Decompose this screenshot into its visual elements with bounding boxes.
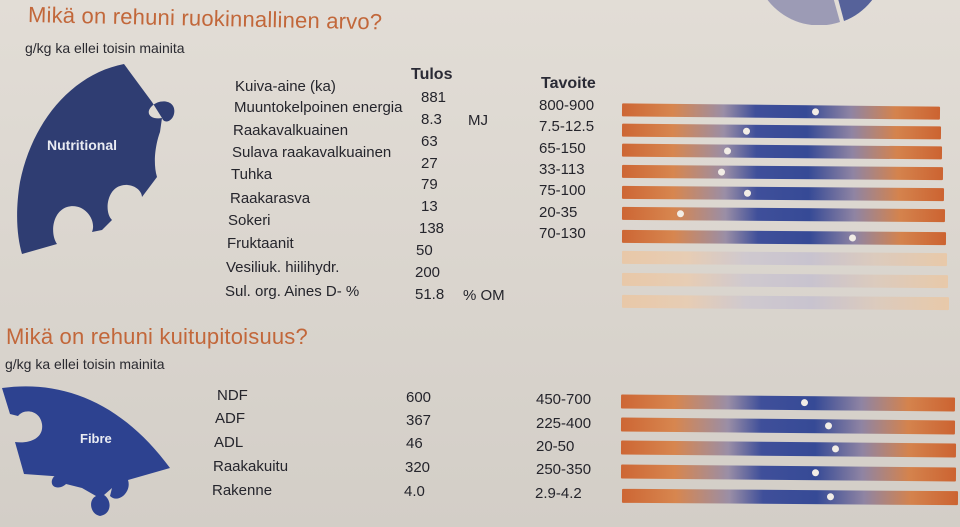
range-bar-adf xyxy=(620,417,956,435)
row-value: 881 xyxy=(421,89,447,106)
range-bar-raakavalkuainen xyxy=(621,143,943,160)
row-name: Tuhka xyxy=(231,166,273,183)
row-target: 2.9-4.2 xyxy=(535,485,582,502)
range-bar-tuhka xyxy=(621,185,945,202)
row-target: 450-700 xyxy=(536,391,592,408)
row-target: 70-130 xyxy=(539,225,586,242)
row-name: ADF xyxy=(215,410,245,427)
row-name: ADL xyxy=(214,434,244,451)
range-bar-fruktaanit xyxy=(621,250,948,267)
value-marker xyxy=(848,234,856,242)
row-value: 600 xyxy=(406,389,432,406)
row-value: 138 xyxy=(419,220,445,237)
range-bar-sulava-raakavalkuainen xyxy=(621,164,944,181)
value-marker xyxy=(811,469,819,477)
row-target: 65-150 xyxy=(539,140,586,157)
row-target: 20-35 xyxy=(539,204,578,221)
row-value: 8.3 xyxy=(421,111,442,128)
value-marker xyxy=(742,127,750,135)
target-column-header: Tavoite xyxy=(541,75,596,92)
value-marker xyxy=(824,422,832,430)
row-value: 79 xyxy=(421,176,438,193)
row-name: Sul. org. Aines D- % xyxy=(225,283,360,300)
row-name: Fruktaanit xyxy=(227,235,294,252)
pie-chart-fragment xyxy=(767,0,873,25)
range-bar-sul-org-aines xyxy=(621,294,950,311)
value-marker xyxy=(744,189,752,197)
row-name: Raakavalkuainen xyxy=(233,122,349,139)
nutritional-puzzle-icon xyxy=(17,64,175,254)
row-value: 46 xyxy=(406,435,423,452)
row-name: Kuiva-aine (ka) xyxy=(235,78,336,95)
range-bar-adl xyxy=(620,440,957,458)
range-bar-raakarasva xyxy=(621,206,946,223)
row-value: 50 xyxy=(416,242,433,259)
row-name: Muuntokelpoinen energia xyxy=(234,99,403,116)
value-marker xyxy=(826,493,834,501)
row-target: 800-900 xyxy=(539,97,595,114)
row-target: 20-50 xyxy=(536,438,575,455)
fibre-puzzle-label: Fibre xyxy=(80,431,112,446)
range-bar-vesiliuk xyxy=(621,272,949,289)
fibre-subtitle: g/kg ka ellei toisin mainita xyxy=(5,356,165,372)
row-value: 320 xyxy=(405,459,431,476)
range-bar-rakenne xyxy=(621,488,959,506)
nutritional-subtitle: g/kg ka ellei toisin mainita xyxy=(25,40,185,56)
nutritional-heading: Mikä on rehuni ruokinnallinen arvo? xyxy=(27,2,383,35)
range-bar-ndf xyxy=(620,394,956,412)
fibre-heading: Mikä on rehuni kuitupitoisuus? xyxy=(6,324,308,349)
row-value: 51.8 xyxy=(415,286,445,303)
row-target: 225-400 xyxy=(536,415,592,432)
value-marker xyxy=(724,147,732,155)
row-name: Rakenne xyxy=(212,482,273,499)
row-value: 63 xyxy=(421,133,438,150)
row-target: 33-113 xyxy=(539,161,585,178)
row-name: Sokeri xyxy=(228,212,271,229)
row-name: NDF xyxy=(217,387,248,404)
range-bar-kuiva-aine xyxy=(621,103,941,120)
row-name: Sulava raakavalkuainen xyxy=(232,144,392,161)
row-unit: % OM xyxy=(463,287,505,304)
row-value: 13 xyxy=(421,198,438,215)
value-marker xyxy=(812,108,820,116)
row-target: 7.5-12.5 xyxy=(539,118,595,135)
row-unit: MJ xyxy=(468,112,488,129)
range-bar-raakakuitu xyxy=(620,464,957,482)
row-value: 367 xyxy=(406,412,432,429)
range-bar-energia xyxy=(621,123,942,140)
value-marker xyxy=(831,445,839,453)
row-value: 27 xyxy=(421,155,438,172)
row-name: Raakarasva xyxy=(230,190,311,207)
result-column-header: Tulos xyxy=(411,66,453,83)
row-name: Vesiliuk. hiilihydr. xyxy=(226,259,340,276)
value-marker xyxy=(676,210,684,218)
fibre-puzzle-icon xyxy=(2,386,170,516)
value-marker xyxy=(801,399,809,407)
row-target: 75-100 xyxy=(539,182,586,199)
row-value: 200 xyxy=(415,264,441,281)
range-bar-sokeri xyxy=(621,229,947,246)
nutritional-puzzle-label: Nutritional xyxy=(47,137,117,153)
row-target: 250-350 xyxy=(536,461,592,478)
row-value: 4.0 xyxy=(404,483,425,500)
value-marker xyxy=(717,168,726,176)
row-name: Raakakuitu xyxy=(213,458,289,475)
